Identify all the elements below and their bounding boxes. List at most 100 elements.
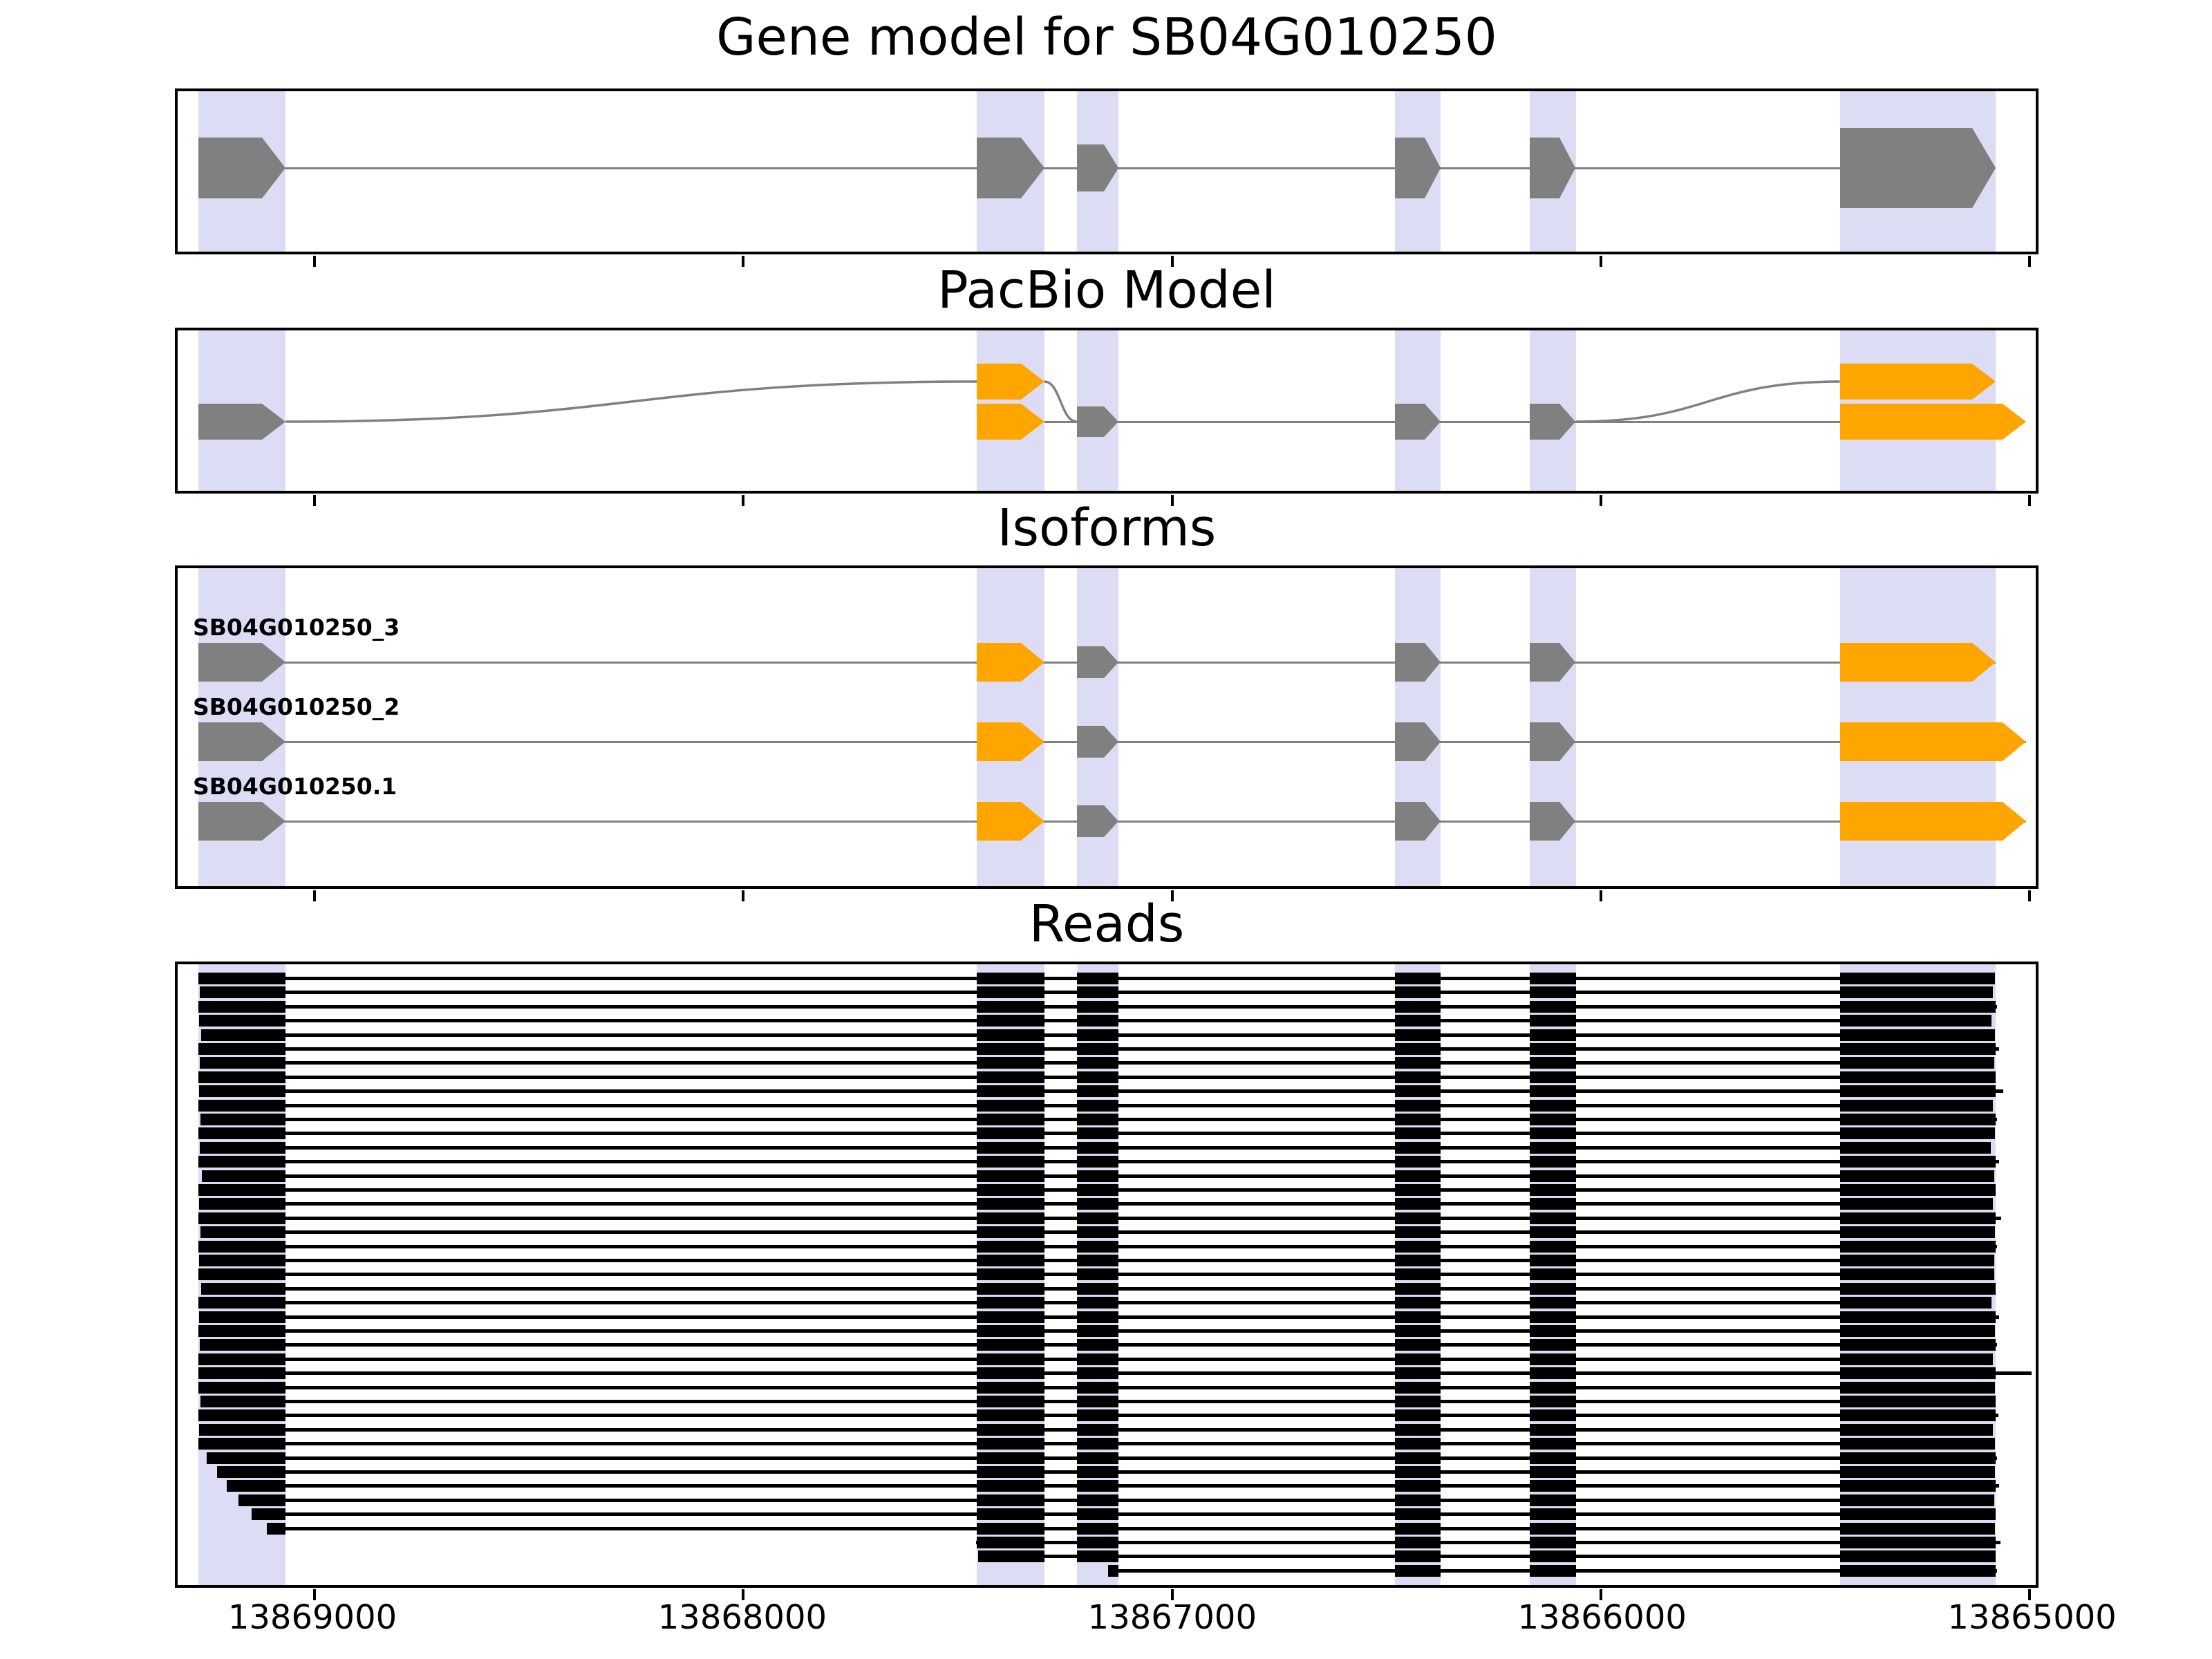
- read-exon-block: [977, 1240, 1044, 1253]
- exon-body: [1076, 144, 1104, 191]
- exon-body: [198, 722, 263, 761]
- read-exon-block: [1076, 1127, 1119, 1140]
- read-exon-block: [977, 1057, 1044, 1069]
- read-exon-block: [1530, 1311, 1576, 1323]
- read-exon-block: [1394, 1085, 1441, 1098]
- isoforms-panel: SB04G010250_3 SB04G010250_2 SB04G010250.1: [175, 565, 2038, 901]
- read-exon-block: [977, 1537, 1044, 1548]
- read-exon-block: [227, 1480, 286, 1492]
- read-exon-block: [977, 1466, 1044, 1478]
- read-exon-block: [1394, 1339, 1441, 1351]
- read-exon-block: [1394, 1452, 1441, 1464]
- exon: [1394, 138, 1441, 198]
- exon-arrow-tip: [1559, 722, 1576, 761]
- exon-arrow-tip: [1425, 722, 1441, 761]
- exon-arrow-tip: [1020, 722, 1044, 761]
- read-exon-block: [1530, 1508, 1576, 1521]
- exon: [1530, 802, 1576, 841]
- read-exon-block: [1394, 1170, 1441, 1182]
- read-exon-block: [1076, 1522, 1119, 1535]
- read-exon-block: [199, 1423, 286, 1436]
- read-exon-block: [1076, 1480, 1119, 1492]
- exon: [1839, 722, 2026, 761]
- read-exon-block: [1394, 1156, 1441, 1168]
- read-exon-block: [1530, 1367, 1576, 1380]
- axis-tick: [313, 256, 317, 267]
- read-exon-block: [201, 1029, 286, 1041]
- read-exon-block: [1076, 1071, 1119, 1083]
- read-exon-block: [1076, 1057, 1119, 1069]
- read-exon-block: [1530, 1057, 1576, 1069]
- exon-body: [1076, 646, 1104, 678]
- exon-arrow-tip: [1425, 643, 1441, 682]
- exon-arrow-tip: [2002, 802, 2026, 841]
- axis-tick-label: 13867000: [1087, 1598, 1257, 1637]
- read-exon-block: [1394, 1325, 1441, 1337]
- exon-body: [1530, 802, 1560, 841]
- read-exon-block: [1076, 1396, 1119, 1407]
- read-exon-block: [1076, 1085, 1119, 1098]
- exon: [198, 643, 286, 682]
- read-exon-block: [977, 1522, 1044, 1535]
- exon-body: [977, 364, 1021, 400]
- read-exon-block: [1530, 1043, 1576, 1055]
- read-exon-block: [977, 1311, 1044, 1323]
- read-exon-block: [1076, 1029, 1119, 1041]
- exon: [1839, 128, 1996, 208]
- read-exon-block: [1530, 1396, 1576, 1407]
- read-exon-block: [1839, 1255, 1994, 1266]
- read-exon-block: [1076, 1170, 1119, 1182]
- read-exon-block: [1394, 1255, 1441, 1266]
- read-exon-block: [1839, 1381, 1996, 1394]
- read-exon-block: [1076, 1015, 1119, 1027]
- splice-curve: [1044, 380, 1078, 423]
- read-exon-block: [1076, 1184, 1119, 1196]
- read-exon-block: [977, 1339, 1044, 1351]
- read-exon-block: [1530, 1438, 1576, 1450]
- exon: [1076, 144, 1118, 191]
- read-exon-block: [1530, 1029, 1576, 1041]
- exon-body: [1839, 643, 1973, 682]
- read-exon-block: [198, 1043, 286, 1055]
- read-exon-block: [977, 1367, 1044, 1380]
- pacbio-model-panel: [175, 328, 2038, 506]
- read-exon-block: [198, 973, 286, 984]
- read-exon-block: [1394, 1409, 1441, 1422]
- read-exon-block: [1530, 1466, 1576, 1478]
- read-exon-block: [1076, 1452, 1119, 1464]
- read-exon-block: [1076, 1381, 1119, 1394]
- read-exon-block: [199, 1141, 286, 1154]
- read-exon-block: [1839, 1480, 1996, 1492]
- exon: [1839, 802, 2026, 841]
- read-exon-block: [1530, 1537, 1576, 1548]
- read-exon-block: [1530, 1000, 1576, 1013]
- read-exon-block: [977, 1396, 1044, 1407]
- exon: [198, 802, 286, 841]
- read-exon-block: [1076, 1325, 1119, 1337]
- read-exon-block: [1530, 1297, 1576, 1309]
- exon-arrow-tip: [1972, 643, 1996, 682]
- read-exon-block: [1839, 1508, 1996, 1521]
- read-exon-block: [1839, 1564, 1996, 1577]
- axis-tick: [313, 1589, 317, 1600]
- read-exon-block: [1394, 1311, 1441, 1323]
- exon-arrow-tip: [262, 722, 286, 761]
- read-exon-block: [1530, 1184, 1576, 1196]
- read-exon-block: [1076, 1339, 1119, 1351]
- exon-body: [1076, 726, 1104, 758]
- read-exon-block: [1076, 1367, 1119, 1380]
- read-exon-block: [198, 1156, 286, 1168]
- exon-arrow-tip: [1559, 643, 1576, 682]
- read-exon-block: [199, 1085, 286, 1098]
- read-exon-block: [1076, 1226, 1119, 1239]
- read-exon-block: [1530, 1353, 1576, 1365]
- read-exon-block: [1839, 1184, 1996, 1196]
- read-exon-block: [1839, 1550, 1996, 1563]
- read-exon-block: [1076, 1000, 1119, 1013]
- read-exon-block: [198, 1409, 286, 1422]
- read-exon-block: [1839, 1000, 1996, 1013]
- read-exon-block: [1394, 1127, 1441, 1140]
- read-exon-block: [1530, 1071, 1576, 1083]
- read-exon-block: [1394, 1367, 1441, 1380]
- read-exon-block: [238, 1494, 286, 1506]
